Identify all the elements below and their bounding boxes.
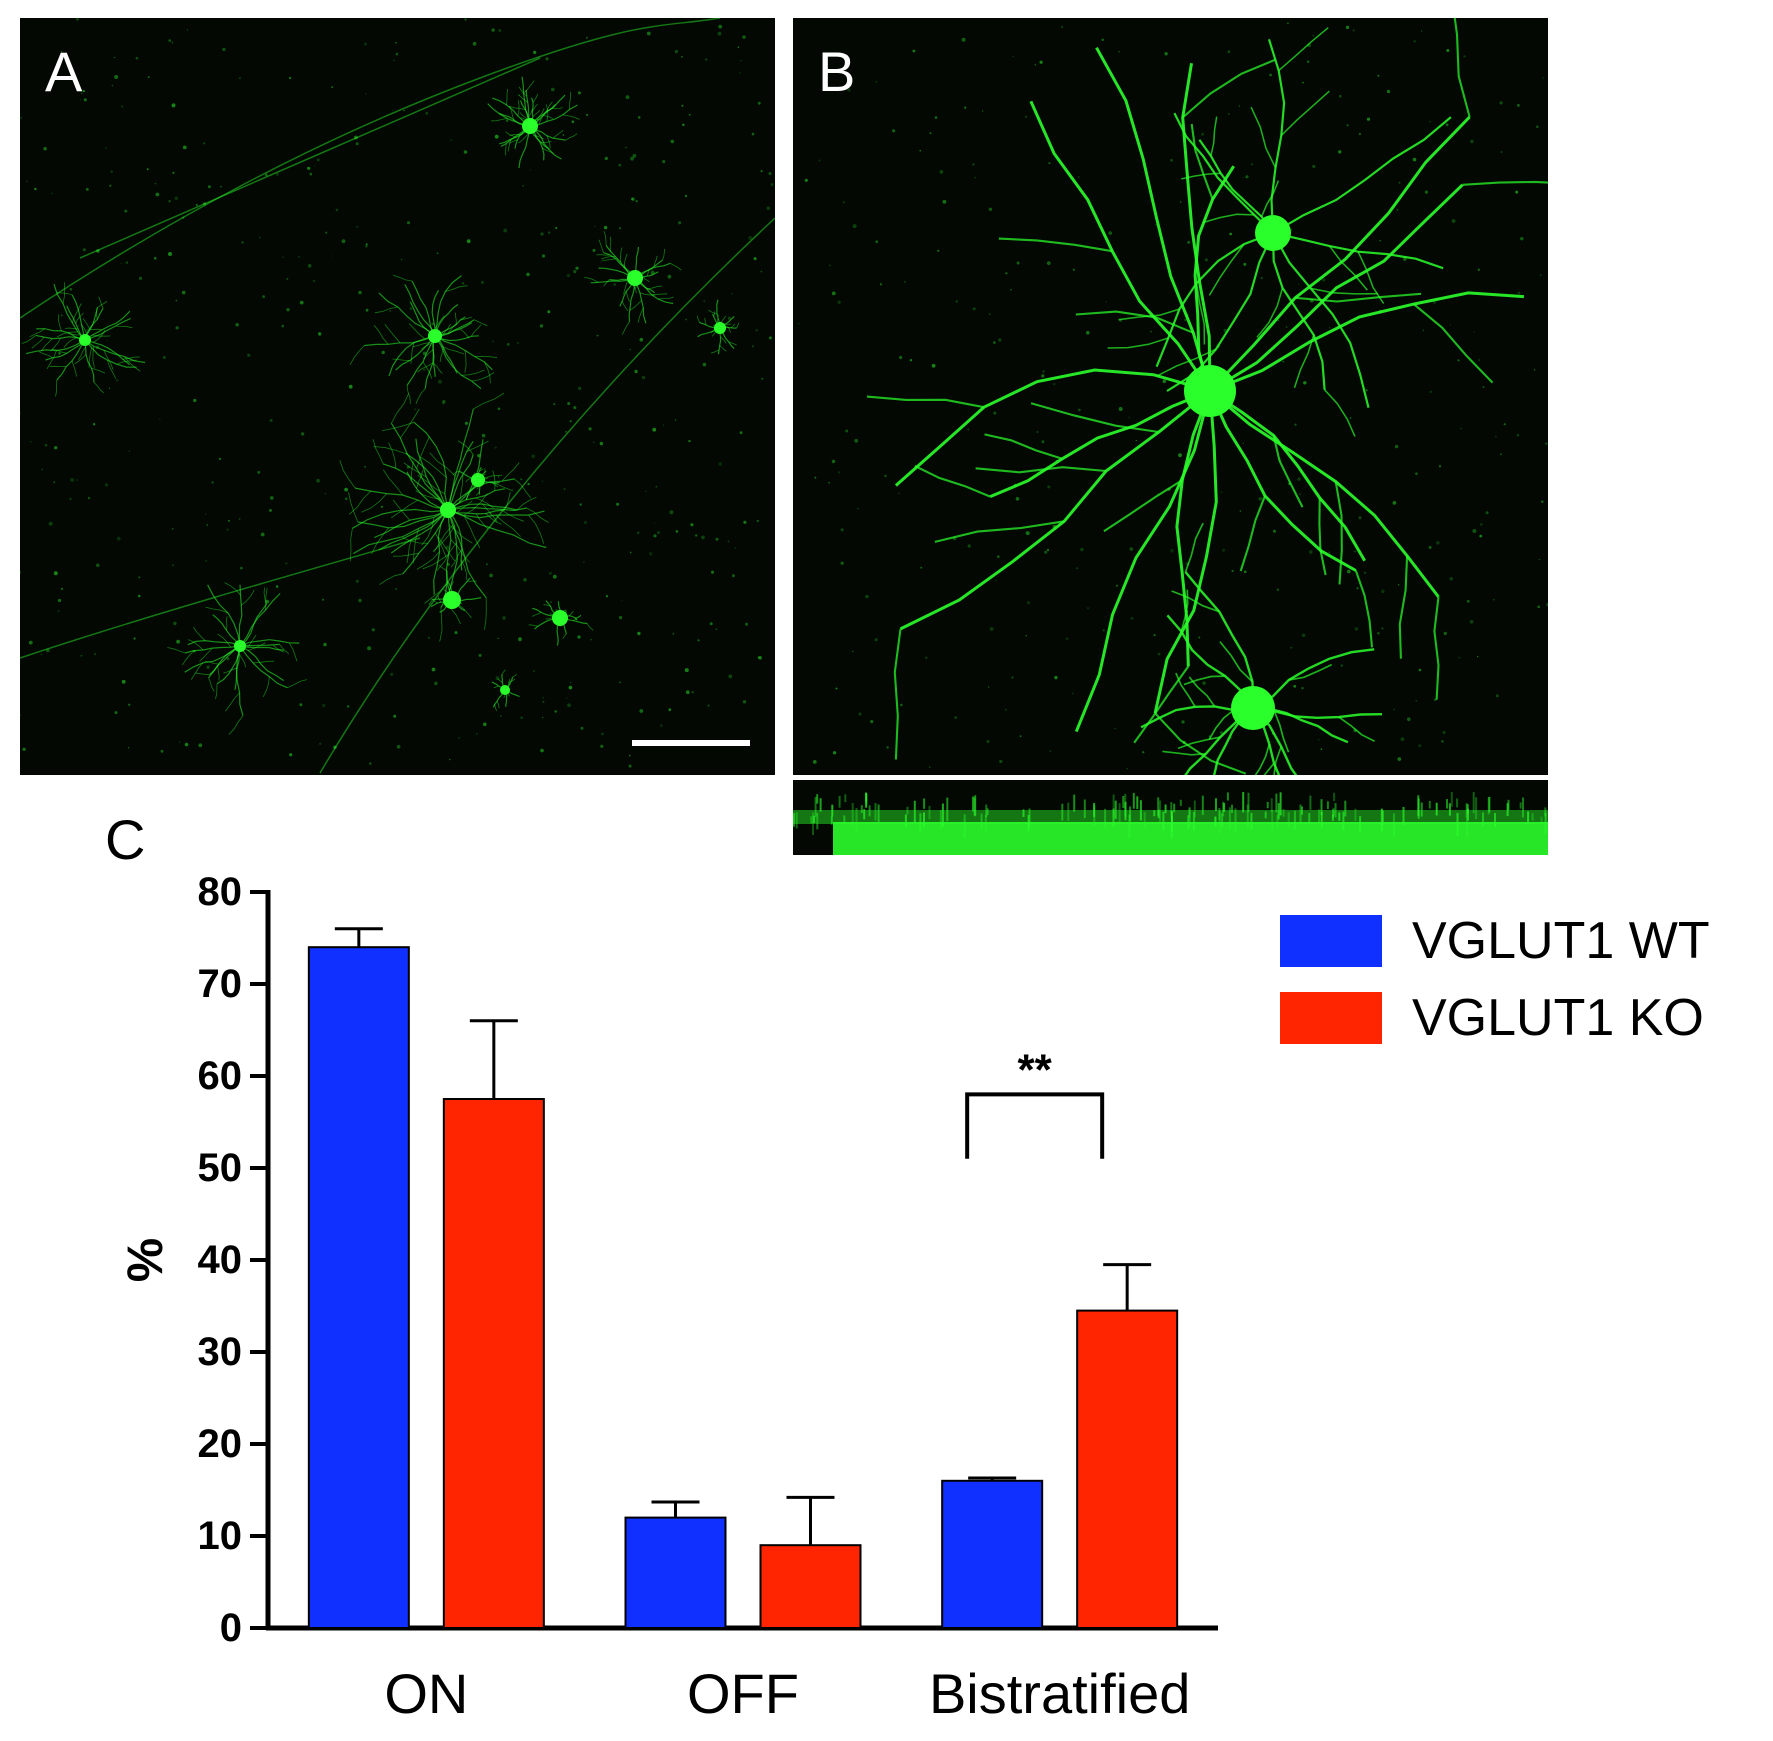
error-bar [1103,1263,1152,1311]
x-tick-label: OFF [687,1662,799,1725]
error-bar [469,1019,518,1099]
bar-on-ko [442,1098,545,1629]
significance-bracket [965,1092,1105,1159]
micrograph-b-side-view [793,780,1548,855]
legend-swatch-wt [1280,915,1382,967]
side-view-image [793,792,1548,855]
error-bar [786,1495,835,1546]
x-tick-label: Bistratified [929,1662,1190,1725]
speckle-background-b [798,22,1548,770]
error-bar [334,927,383,948]
neuron-a-11 [491,669,520,711]
y-tick-label: 0 [220,1606,242,1650]
legend-label-wt: VGLUT1 WT [1412,912,1710,970]
neuron-a-6 [167,582,308,735]
side-view-band [793,792,1548,855]
y-tick-label: 80 [198,870,243,914]
neuron-a-8 [528,600,594,646]
micrograph-b-image [798,18,1548,775]
legend-item-wt: VGLUT1 WT [1280,915,1710,967]
y-axis-label: % [117,1238,173,1282]
y-tick-label: 60 [198,1054,243,1098]
legend-item-ko: VGLUT1 KO [1280,992,1704,1044]
legend-label-ko: VGLUT1 KO [1412,989,1704,1047]
neuron-a-3 [21,282,146,397]
neuron-b-large [866,18,1548,775]
neuron-a-9 [452,466,500,501]
bar-chart: 0 10 20 30 40 50 60 70 80% ON OFF Bistratified ** [117,870,1218,1725]
speckle-background-a [20,18,774,768]
neuron-b-lower [1140,522,1383,775]
panel-label-b: B [818,40,856,103]
x-tick-label: ON [384,1662,468,1725]
y-tick-label: 40 [198,1238,243,1282]
neuron-a-10 [696,299,739,355]
neuron-a-1 [487,76,580,169]
y-tick-label: 30 [198,1330,243,1374]
micrograph-a-image [20,18,775,774]
y-tick-label: 20 [198,1422,243,1466]
neuron-a-4 [584,231,682,335]
error-bar [651,1500,700,1518]
bar-bistratified-ko [1076,1309,1179,1629]
neuron-a-5 [339,392,549,642]
micrograph-panel-b [793,18,1548,775]
neuron-a-7 [428,564,482,613]
significance-stars: ** [1018,1045,1053,1094]
bar-off-ko [759,1544,862,1630]
bar-bistratified-wt [941,1479,1044,1629]
panel-label-c: C [105,808,146,871]
y-tick-label: 70 [198,962,243,1006]
scale-bar [632,740,750,746]
neuron-a-2 [349,274,498,404]
micrograph-panel-a [20,18,775,775]
legend-swatch-ko [1280,992,1382,1044]
panel-label-a: A [45,40,83,103]
y-tick-label: 10 [198,1514,243,1558]
bar-on-wt [307,946,410,1629]
bar-off-wt [624,1516,727,1629]
y-tick-label: 50 [198,1146,243,1190]
neuron-b-upper [1107,27,1452,437]
error-bar [968,1476,1017,1481]
axon-fibers-a [20,18,775,774]
